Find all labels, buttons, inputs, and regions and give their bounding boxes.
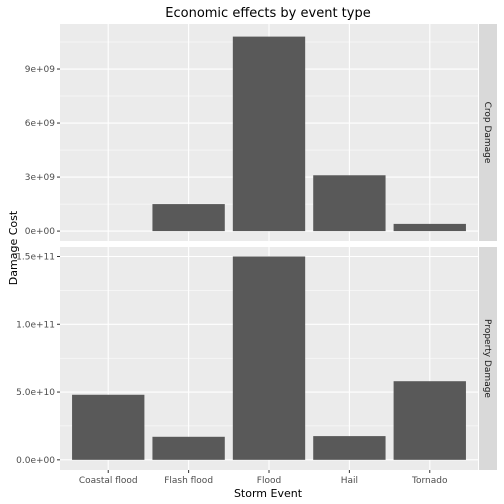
bar-flash-flood [152,436,225,460]
facet-strip-label: Crop Damage [482,102,492,164]
y-tick-label: 0.0e+00 [16,456,55,466]
bar-flash-flood [152,204,225,232]
y-tick-label: 9e+09 [25,65,56,75]
bar-coastal-flood [72,394,145,460]
y-axis-title: Damage Cost [7,210,20,285]
x-tick-label: Flash flood [164,476,213,486]
bar-tornado [393,223,466,232]
x-tick-label: Coastal flood [79,476,138,486]
bar-flood [232,256,306,460]
x-tick-label: Hail [341,476,358,486]
y-tick-label: 5.0e+10 [16,388,55,398]
y-tick-label: 0e+00 [25,227,56,237]
bar-hail [313,175,386,232]
facet-panel-property-damage: 0.0e+00 5.0e+10 1.0e+11 1.5e+11 Property Dam… [16,247,497,470]
facet-panel-crop-damage: 0e+00 3e+09 6e+09 9e+09 Crop Damage [25,24,497,241]
bar-flood [232,36,306,232]
y-tick-label: 1.0e+11 [16,320,55,330]
x-axis-title: Storm Event [234,487,303,500]
y-tick-label: 1.5e+11 [16,252,55,262]
x-tick-label: Flood [257,476,281,486]
facet-strip-label: Property Damage [482,319,492,398]
y-tick-label: 3e+09 [25,173,56,183]
facet-strip [479,247,497,470]
bar-hail [313,436,386,460]
bar-tornado [393,381,466,460]
chart-title: Economic effects by event type [165,6,370,21]
x-axis-ticks: Coastal flood Flash flood Flood Hail Tornado [79,470,448,486]
y-tick-label: 6e+09 [25,119,56,129]
x-tick-label: Tornado [411,476,448,486]
facet-panels: 0e+00 3e+09 6e+09 9e+09 Crop Damage 0.0e+00 5.… [16,24,497,470]
facet-strip [479,24,497,241]
